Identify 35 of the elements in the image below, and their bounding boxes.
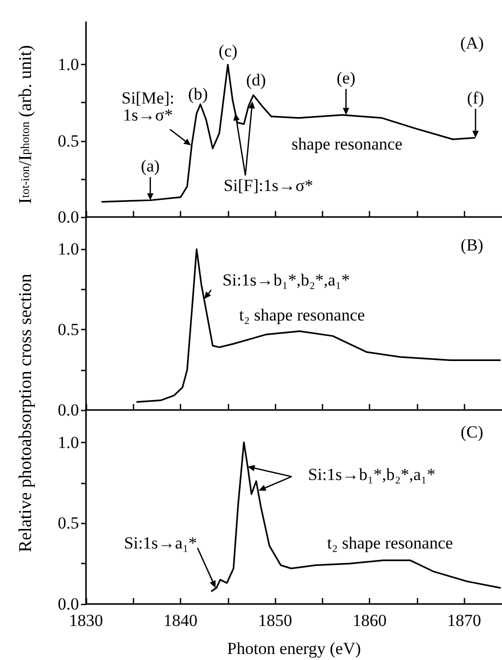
y-tick-label: 0.0 xyxy=(58,594,79,614)
x-tick-label: 1830 xyxy=(69,611,103,630)
annotation: (c) xyxy=(218,42,238,60)
annotation: (A) xyxy=(460,34,484,52)
annotation: Si[F]:1s→σ* xyxy=(224,176,314,195)
annotation: (f) xyxy=(467,88,484,108)
annotation: Si:1s→a₁* xyxy=(124,533,198,552)
annotation: shape resonance xyxy=(292,134,402,154)
annotation: (B) xyxy=(460,236,484,254)
y-tick-label: 1.0 xyxy=(58,55,79,74)
x-tick-label: 1860 xyxy=(352,611,387,630)
y-tick-label: 0.5 xyxy=(58,320,79,340)
y-tick-label: 0.5 xyxy=(58,514,79,533)
x-tick-label: 1870 xyxy=(447,611,482,630)
y-axis-title: Relative photoabsorption cross section xyxy=(15,274,35,552)
annotation: (e) xyxy=(336,68,356,88)
x-tick-label: 1840 xyxy=(164,611,198,630)
annotation: (b) xyxy=(188,84,208,104)
x-axis-title: Photon energy (eV) xyxy=(227,639,361,658)
y-tick-label: 0.0 xyxy=(58,208,79,226)
annotation: (C) xyxy=(460,422,484,442)
y-tick-label: 1.0 xyxy=(58,432,79,452)
y-tick-label: 0.0 xyxy=(58,400,79,420)
line-series xyxy=(210,442,501,592)
x-tick-label: 1850 xyxy=(258,611,292,630)
annotation: (d) xyxy=(246,70,266,90)
annotation: t₂ shape resonance xyxy=(239,306,365,324)
annotation: Si:1s→b₁*,b₂*,a₁* xyxy=(308,465,436,484)
annotation: Si[Me]: 1s→σ* xyxy=(122,88,174,124)
y-tick-label: 1.0 xyxy=(58,240,79,259)
y-tick-label: 0.5 xyxy=(58,131,79,150)
annotation: Si:1s→b₁*,b₂*,a₁* xyxy=(222,270,350,290)
annotation: (a) xyxy=(140,156,160,176)
annotation: t₂ shape resonance xyxy=(327,534,453,552)
y-axis-title: Itot-ion/Iphoton (arb. unit) xyxy=(15,45,35,204)
